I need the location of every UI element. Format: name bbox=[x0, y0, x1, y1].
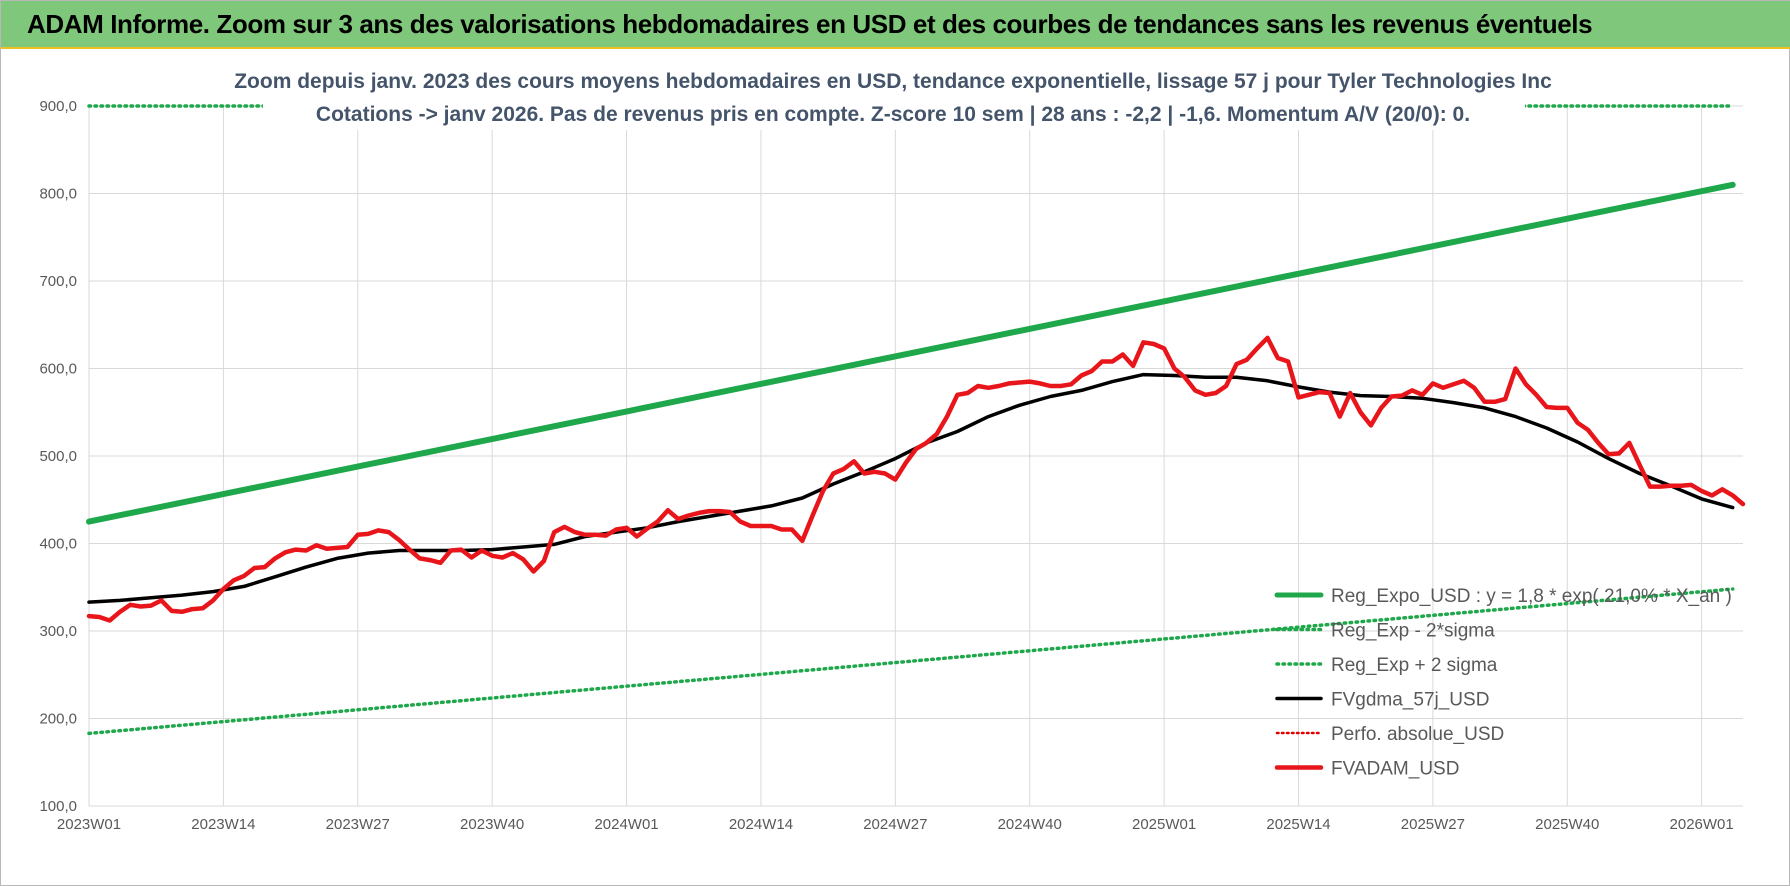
x-tick-label: 2024W01 bbox=[594, 816, 658, 833]
x-tick-label: 2025W40 bbox=[1535, 816, 1599, 833]
x-tick-label: 2023W01 bbox=[57, 816, 121, 833]
x-axis-ticks: 2023W01 2023W14 2023W27 2023W40 2024W01 2024W… bbox=[57, 816, 1734, 833]
valuation-line-chart: 100,0 200,0 300,0 400,0 500,0 600,0 700,0 800,0… bbox=[39, 64, 1746, 833]
legend-label: Reg_Expo_USD : y = 1,8 * exp( 21,0% * X_… bbox=[1331, 586, 1732, 607]
x-tick-label: 2025W27 bbox=[1401, 816, 1465, 833]
y-tick-label: 100,0 bbox=[39, 798, 77, 815]
x-tick-label: 2024W40 bbox=[998, 816, 1062, 833]
x-tick-label: 2025W01 bbox=[1132, 816, 1196, 833]
subtitle-background bbox=[263, 64, 1525, 130]
chart-title: Zoom depuis janv. 2023 des cours moyens … bbox=[234, 70, 1552, 93]
legend-label: Reg_Exp + 2 sigma bbox=[1331, 655, 1498, 676]
legend-label: FVgdma_57j_USD bbox=[1331, 690, 1489, 711]
x-tick-label: 2024W14 bbox=[729, 816, 793, 833]
legend-label: Reg_Exp - 2*sigma bbox=[1331, 621, 1495, 642]
chart-series bbox=[86, 104, 1746, 736]
reg-exp-minus-2sigma-line bbox=[87, 587, 1735, 736]
chart-legend: Reg_Expo_USD : y = 1,8 * exp( 21,0% * X_… bbox=[1274, 586, 1732, 780]
y-tick-label: 400,0 bbox=[39, 536, 77, 553]
x-tick-label: 2023W14 bbox=[191, 816, 255, 833]
y-tick-label: 800,0 bbox=[39, 186, 77, 203]
y-axis-ticks: 100,0 200,0 300,0 400,0 500,0 600,0 700,0 800,0… bbox=[39, 98, 77, 815]
y-tick-label: 600,0 bbox=[39, 361, 77, 378]
legend-label: FVADAM_USD bbox=[1331, 759, 1459, 780]
legend-label: Perfo. absolue_USD bbox=[1331, 724, 1504, 745]
y-tick-label: 700,0 bbox=[39, 273, 77, 290]
x-tick-label: 2025W14 bbox=[1266, 816, 1330, 833]
reg-expo-line bbox=[86, 181, 1736, 525]
x-tick-label: 2023W40 bbox=[460, 816, 524, 833]
report-title: ADAM Informe. Zoom sur 3 ans des valoris… bbox=[27, 9, 1593, 39]
fvadam-line bbox=[86, 335, 1746, 623]
chart-subtitle: Cotations -> janv 2026. Pas de revenus p… bbox=[316, 103, 1470, 126]
x-tick-label: 2024W27 bbox=[863, 816, 927, 833]
y-tick-label: 900,0 bbox=[39, 98, 77, 115]
report-banner: ADAM Informe. Zoom sur 3 ans des valoris… bbox=[1, 1, 1790, 49]
y-tick-label: 300,0 bbox=[39, 623, 77, 640]
y-tick-label: 200,0 bbox=[39, 711, 77, 728]
chart-grid bbox=[88, 105, 1743, 807]
fvgdma-57j-line bbox=[87, 372, 1735, 604]
x-tick-label: 2026W01 bbox=[1670, 816, 1734, 833]
x-tick-label: 2023W27 bbox=[326, 816, 390, 833]
y-tick-label: 500,0 bbox=[39, 448, 77, 465]
